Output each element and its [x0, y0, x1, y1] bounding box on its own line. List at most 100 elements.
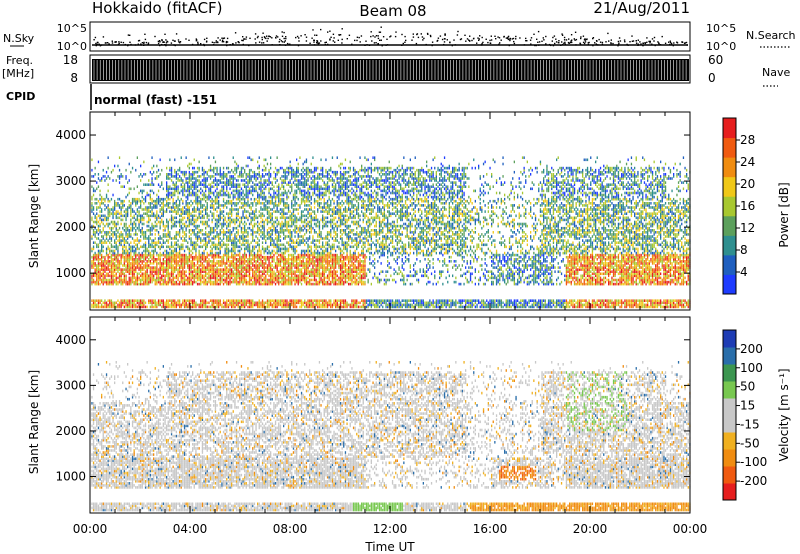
power-cell — [131, 262, 134, 265]
nsky-point — [563, 42, 565, 44]
power-cell — [180, 224, 182, 228]
power-cell — [276, 168, 278, 172]
power-cell — [122, 264, 124, 267]
nsky-point — [356, 39, 358, 42]
power-cell — [125, 245, 127, 249]
power-cell — [183, 258, 186, 261]
power-cell — [112, 168, 114, 172]
power-cell — [179, 218, 181, 222]
power-cell — [107, 262, 109, 265]
power-cell — [135, 305, 137, 309]
power-cell — [253, 282, 256, 286]
power-cell — [198, 264, 200, 267]
power-cell — [221, 177, 223, 180]
power-cell — [175, 224, 177, 228]
power-cell — [185, 202, 187, 205]
power-cell — [193, 262, 195, 265]
power-cell — [201, 210, 204, 213]
power-cell — [172, 260, 174, 263]
power-cell — [231, 181, 233, 184]
power-cell — [252, 231, 254, 234]
freq-panel — [89, 54, 691, 84]
power-cell — [102, 272, 104, 276]
power-cell — [253, 231, 256, 234]
power-cell — [114, 301, 116, 305]
power-cell — [169, 197, 171, 201]
power-cell — [185, 226, 187, 230]
power-cell — [255, 208, 257, 211]
power-cell — [195, 202, 197, 205]
power-cell — [185, 282, 187, 286]
nsky-point — [242, 36, 244, 38]
power-cell — [198, 160, 200, 164]
power-cell — [131, 210, 134, 213]
power-cell — [195, 247, 197, 251]
power-cell — [170, 253, 173, 257]
power-cell — [133, 301, 135, 305]
nsky-point — [497, 36, 499, 38]
power-cell — [237, 303, 239, 307]
nsky-point — [551, 40, 553, 42]
power-cell — [157, 270, 160, 273]
power-cell — [123, 260, 125, 263]
power-cell — [127, 268, 129, 271]
power-cell — [112, 212, 114, 215]
power-cell — [239, 276, 241, 280]
power-cell — [270, 208, 272, 211]
power-cell — [148, 282, 150, 286]
power-cell — [105, 251, 108, 255]
power-cell — [253, 280, 256, 284]
power-cell — [185, 189, 187, 193]
power-cell — [242, 301, 244, 305]
power-cell — [92, 305, 95, 309]
power-cell — [154, 299, 156, 302]
power-cell — [167, 301, 169, 305]
power-cell — [166, 220, 168, 224]
power-cell — [234, 233, 236, 236]
power-cell — [244, 260, 246, 263]
power-cell — [123, 222, 125, 226]
power-cell — [240, 235, 243, 238]
nsky-point — [635, 40, 637, 42]
power-cell — [144, 270, 147, 273]
nsky-point — [221, 41, 224, 43]
power-cell — [201, 216, 204, 220]
power-cell — [151, 214, 153, 218]
power-cell — [179, 303, 181, 307]
power-cell — [205, 258, 207, 261]
power-cell — [143, 212, 145, 215]
power-cell — [213, 270, 215, 273]
power-cell — [201, 193, 204, 197]
nsky-point — [118, 42, 120, 45]
power-cell — [248, 170, 251, 174]
power-cell — [200, 280, 202, 284]
power-cell — [232, 278, 234, 282]
power-cell — [211, 237, 213, 240]
power-cell — [101, 260, 103, 263]
power-cell — [172, 272, 174, 276]
power-cell — [120, 299, 122, 302]
power-cell — [123, 224, 125, 228]
power-cell — [253, 270, 256, 273]
power-cell — [265, 185, 267, 188]
power-cell — [208, 183, 210, 186]
power-cell — [226, 202, 228, 205]
power-cell — [253, 189, 256, 193]
power-cell — [263, 262, 265, 265]
power-cell — [105, 193, 108, 197]
power-cell — [164, 278, 166, 282]
power-cell — [112, 268, 114, 271]
nsky-point — [489, 42, 492, 44]
power-cell — [253, 251, 256, 255]
power-cell — [149, 255, 151, 259]
power-cell — [201, 204, 204, 207]
power-cell — [205, 208, 207, 211]
power-cell — [143, 258, 145, 261]
power-cell — [218, 235, 220, 238]
power-cell — [206, 179, 208, 182]
power-cell — [185, 253, 187, 257]
power-cell — [179, 191, 181, 195]
power-cell — [107, 260, 109, 263]
power-cell — [234, 168, 236, 172]
power-cell — [226, 258, 228, 261]
